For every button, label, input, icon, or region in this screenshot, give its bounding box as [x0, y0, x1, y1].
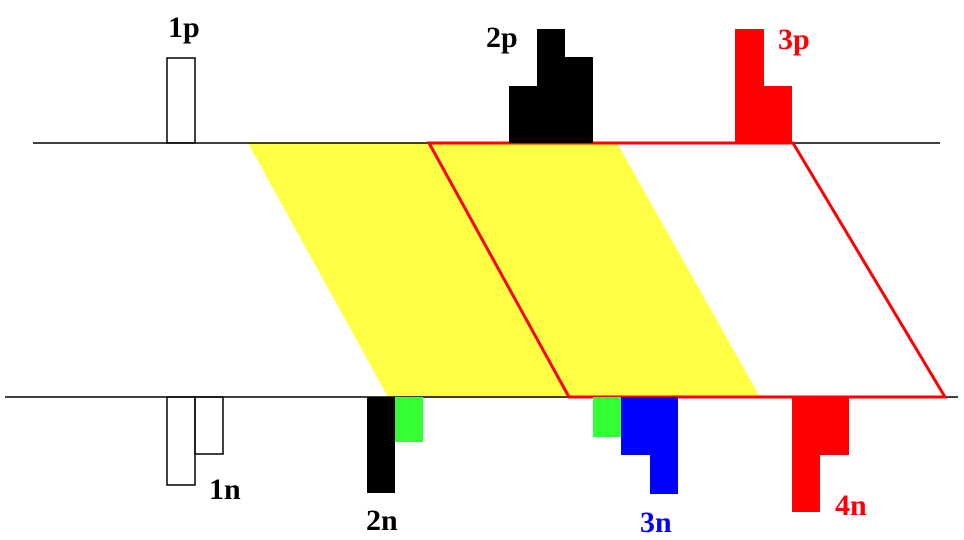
bar-1n-left [166, 396, 196, 486]
label-2p: 2p [486, 21, 518, 54]
bar-1p [166, 57, 196, 144]
bar-3p [735, 29, 792, 143]
label-3n: 3n [640, 506, 672, 539]
red-parallelogram [426, 141, 948, 399]
bar-4n [792, 397, 849, 512]
label-3p: 3p [778, 23, 810, 56]
green-block-left [395, 397, 423, 442]
bar-1n-right [194, 396, 224, 455]
yellow-band [248, 143, 760, 397]
label-1p: 1p [168, 11, 200, 44]
bar-3n [621, 397, 678, 494]
label-4n: 4n [835, 489, 867, 522]
bar-2n [367, 397, 395, 493]
green-block-right [593, 397, 621, 437]
label-2n: 2n [366, 504, 398, 537]
bar-2p [509, 29, 593, 143]
label-1n: 1n [209, 473, 241, 506]
